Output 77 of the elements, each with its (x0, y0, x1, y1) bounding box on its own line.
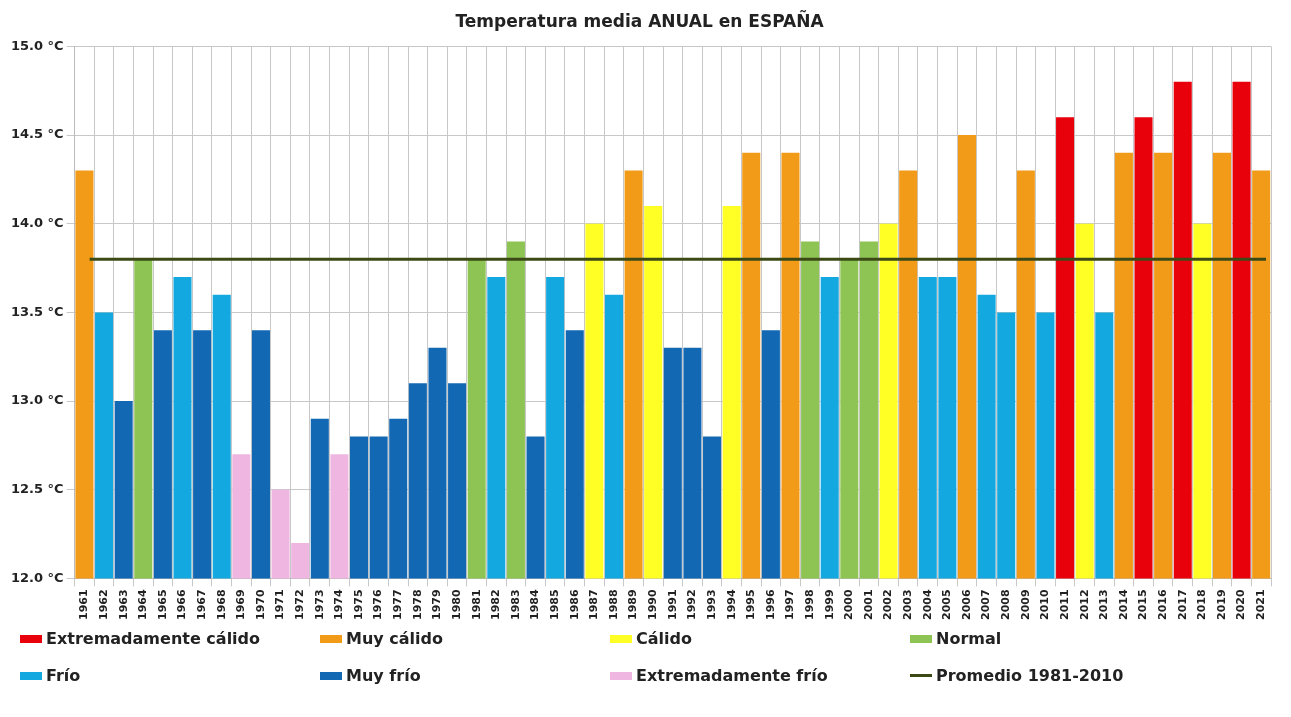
x-tick-label: 1987 (587, 589, 601, 621)
x-tick-label: 1979 (430, 589, 444, 621)
x-tick-label: 2013 (1097, 589, 1111, 621)
x-tick-label: 1974 (332, 589, 346, 621)
legend-label: Frío (46, 666, 81, 685)
x-tick-label: 1978 (410, 589, 424, 621)
legend-label: Muy cálido (346, 629, 444, 648)
x-tick-label: 1977 (391, 589, 405, 621)
y-tick-label: 15.0 °C (10, 37, 64, 53)
x-tick-label: 2001 (861, 589, 875, 621)
x-tick-label: 1973 (312, 589, 326, 621)
x-tick-label: 2021 (1254, 589, 1268, 621)
x-tick-label: 2010 (1038, 589, 1052, 621)
x-tick-label: 1999 (822, 589, 836, 621)
x-tick-label: 1969 (234, 589, 248, 621)
x-tick-label: 1961 (77, 589, 91, 621)
x-tick-label: 1968 (214, 589, 228, 621)
x-tick-label: 2018 (1195, 589, 1209, 621)
x-tick-label: 1971 (273, 589, 287, 621)
x-tick-label: 1995 (744, 589, 758, 621)
x-tick-label: 1980 (449, 589, 463, 621)
x-tick-label: 1992 (685, 589, 699, 621)
x-tick-label: 1998 (802, 589, 816, 621)
x-tick-label: 2007 (979, 589, 993, 621)
x-tick-label: 1983 (508, 589, 522, 621)
x-tick-label: 1988 (606, 589, 620, 621)
y-tick-label: 14.5 °C (10, 126, 64, 142)
x-tick-label: 1962 (96, 589, 110, 621)
x-tick-label: 1967 (194, 589, 208, 621)
x-tick-label: 1986 (567, 589, 581, 621)
legend-label: Cálido (636, 629, 692, 648)
x-tick-label: 1982 (489, 589, 503, 621)
x-tick-label: 2017 (1175, 589, 1189, 621)
x-tick-label: 2011 (1057, 589, 1071, 621)
x-tick-label: 2015 (1136, 589, 1150, 621)
x-tick-label: 1997 (783, 589, 797, 621)
x-tick-label: 2002 (881, 589, 895, 621)
x-tick-label: 1985 (548, 589, 562, 621)
x-tick-label: 2016 (1155, 589, 1169, 621)
x-tick-label: 2004 (920, 589, 934, 621)
x-tick-label: 2014 (1116, 589, 1130, 621)
x-tick-label: 1963 (116, 589, 130, 621)
y-tick-label: 12.0 °C (10, 569, 64, 585)
x-tick-label: 2009 (1018, 589, 1032, 621)
x-tick-label: 2005 (940, 589, 954, 621)
x-tick-label: 2020 (1234, 589, 1248, 621)
x-tick-label: 1993 (704, 589, 718, 621)
legend-label: Muy frío (346, 666, 421, 685)
x-tick-label: 2006 (959, 589, 973, 621)
x-tick-label: 2008 (999, 589, 1013, 621)
x-tick-label: 1965 (155, 589, 169, 621)
chart-title: Temperatura media ANUAL en ESPAÑA (455, 8, 825, 31)
x-tick-label: 1994 (724, 589, 738, 621)
x-tick-label: 1975 (351, 589, 365, 621)
y-tick-label: 13.0 °C (10, 392, 64, 408)
x-tick-label: 1981 (469, 589, 483, 621)
legend-label: Promedio 1981-2010 (936, 666, 1124, 685)
legend-label: Extremadamente cálido (46, 629, 261, 648)
y-tick-label: 12.5 °C (10, 481, 64, 497)
x-tick-label: 1984 (528, 589, 542, 621)
x-tick-label: 1966 (175, 589, 189, 621)
y-tick-label: 14.0 °C (10, 215, 64, 231)
x-tick-label: 2000 (842, 589, 856, 621)
x-tick-label: 2012 (1077, 589, 1091, 621)
x-tick-label: 1964 (136, 589, 150, 621)
x-tick-label: 1990 (646, 589, 660, 621)
x-tick-label: 1989 (626, 589, 640, 621)
y-tick-label: 13.5 °C (10, 303, 64, 319)
legend-label: Normal (936, 629, 1002, 648)
legend-label: Extremadamente frío (636, 666, 828, 685)
x-tick-label: 1970 (253, 589, 267, 621)
x-tick-label: 2003 (901, 589, 915, 621)
x-tick-label: 1976 (371, 589, 385, 621)
x-tick-label: 1991 (665, 589, 679, 621)
x-tick-label: 1972 (293, 589, 307, 621)
x-tick-label: 2019 (1214, 589, 1228, 621)
x-tick-label: 1996 (763, 589, 777, 621)
